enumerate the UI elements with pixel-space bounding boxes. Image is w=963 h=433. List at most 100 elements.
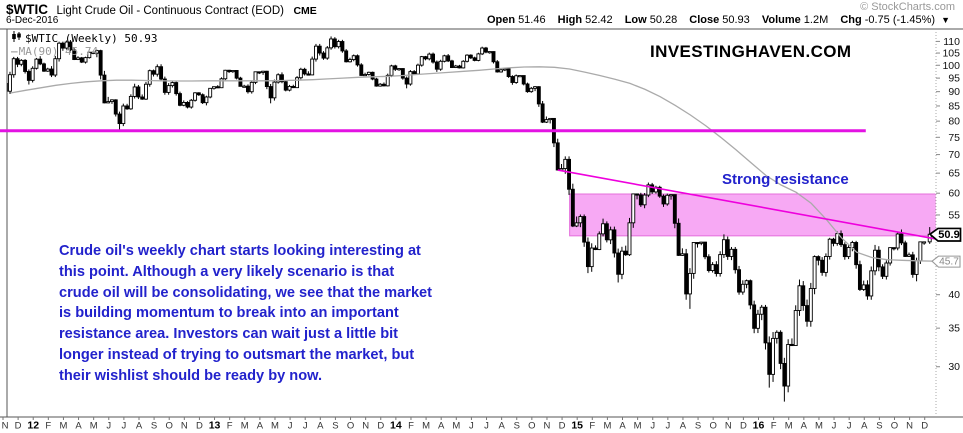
svg-text:M: M: [785, 421, 793, 432]
svg-text:A: A: [438, 421, 445, 432]
volume-label: Volume: [761, 14, 801, 26]
svg-text:F: F: [771, 421, 777, 432]
svg-text:15: 15: [571, 420, 583, 432]
svg-text:S: S: [876, 421, 882, 432]
svg-text:J: J: [303, 421, 308, 432]
svg-text:N: N: [544, 421, 551, 432]
svg-text:A: A: [136, 421, 143, 432]
svg-text:N: N: [362, 421, 369, 432]
svg-text:40: 40: [948, 289, 960, 301]
svg-text:J: J: [650, 421, 655, 432]
svg-text:35: 35: [948, 323, 960, 335]
exchange-label: CME: [293, 5, 317, 17]
svg-text:J: J: [665, 421, 670, 432]
svg-text:30: 30: [948, 361, 960, 373]
stockcharts-copyright: © StockCharts.com: [860, 1, 955, 13]
svg-text:100: 100: [942, 60, 960, 72]
low-value: 50.28: [649, 14, 678, 26]
svg-text:J: J: [288, 421, 293, 432]
svg-text:M: M: [90, 421, 98, 432]
chart-legend: $WTIC (Weekly) 50.93 — MA(90) 45.74: [11, 31, 157, 58]
svg-text:D: D: [740, 421, 747, 432]
svg-text:O: O: [166, 421, 173, 432]
instrument-title: Light Crude Oil - Continuous Contract (E…: [56, 5, 284, 17]
svg-text:M: M: [59, 421, 67, 432]
svg-text:14: 14: [390, 420, 402, 432]
paragraph-line: is building momentum to break into an im…: [59, 305, 399, 322]
svg-text:95: 95: [948, 73, 960, 85]
chg-dropdown-icon[interactable]: ▼: [941, 15, 950, 25]
svg-text:J: J: [832, 421, 837, 432]
legend-ma-row: — MA(90) 45.74: [11, 45, 157, 58]
high-label: High: [557, 14, 583, 26]
svg-text:F: F: [589, 421, 595, 432]
svg-text:A: A: [861, 421, 868, 432]
paragraph-line: this point. Although a very likely scena…: [59, 263, 395, 280]
svg-text:A: A: [257, 421, 264, 432]
volume-value: 1.2M: [803, 14, 829, 26]
svg-text:50.9: 50.9: [938, 229, 959, 241]
svg-text:A: A: [75, 421, 82, 432]
svg-text:D: D: [196, 421, 203, 432]
chg-value: -0.75 (-1.45%): [864, 14, 936, 26]
svg-text:M: M: [634, 421, 642, 432]
svg-text:S: S: [332, 421, 338, 432]
svg-text:A: A: [498, 421, 505, 432]
svg-text:O: O: [528, 421, 535, 432]
svg-text:55: 55: [948, 209, 960, 221]
svg-text:65: 65: [948, 168, 960, 180]
watermark-investinghaven: INVESTINGHAVEN.COM: [650, 42, 852, 61]
svg-text:M: M: [452, 421, 460, 432]
svg-text:16: 16: [753, 420, 765, 432]
svg-text:A: A: [317, 421, 324, 432]
svg-text:N: N: [2, 421, 9, 432]
svg-text:12: 12: [27, 420, 39, 432]
svg-text:O: O: [347, 421, 354, 432]
svg-text:J: J: [469, 421, 474, 432]
svg-text:45.7: 45.7: [939, 257, 959, 268]
svg-text:J: J: [106, 421, 111, 432]
svg-text:J: J: [484, 421, 489, 432]
svg-text:105: 105: [942, 48, 960, 60]
svg-text:F: F: [45, 421, 51, 432]
paragraph-line: Crude oil's weekly chart starts looking …: [59, 243, 421, 259]
quote-date: 6-Dec-2016: [6, 15, 59, 26]
chg-label: Chg: [840, 14, 862, 26]
svg-text:S: S: [514, 421, 520, 432]
ma-line-swatch: —: [11, 45, 18, 58]
symbol-label: $WTIC: [6, 2, 48, 17]
svg-text:M: M: [271, 421, 279, 432]
svg-text:M: M: [603, 421, 611, 432]
close-label: Close: [689, 14, 720, 26]
svg-text:13: 13: [209, 420, 221, 432]
svg-text:F: F: [408, 421, 414, 432]
svg-text:N: N: [725, 421, 732, 432]
chart-header: $WTIC Light Crude Oil - Continuous Contr…: [6, 1, 317, 19]
svg-text:85: 85: [948, 100, 960, 112]
paragraph-line: resistance area. Investors can wait just…: [59, 326, 399, 343]
paragraph-line: crude oil will be consolidating, we see …: [59, 284, 433, 301]
svg-text:75: 75: [948, 132, 960, 144]
svg-text:O: O: [891, 421, 898, 432]
strong-resistance-label: Strong resistance: [722, 171, 849, 188]
svg-text:A: A: [680, 421, 687, 432]
svg-text:J: J: [122, 421, 127, 432]
svg-text:M: M: [422, 421, 430, 432]
svg-text:O: O: [709, 421, 716, 432]
svg-text:D: D: [559, 421, 566, 432]
svg-text:S: S: [695, 421, 701, 432]
svg-text:N: N: [181, 421, 188, 432]
legend-symbol-value: $WTIC (Weekly) 50.93: [25, 31, 158, 45]
annotation-paragraph: Crude oil's weekly chart starts looking …: [59, 241, 432, 387]
svg-text:M: M: [241, 421, 249, 432]
legend-main-row: $WTIC (Weekly) 50.93: [11, 31, 157, 45]
svg-text:D: D: [921, 421, 928, 432]
svg-text:F: F: [227, 421, 233, 432]
paragraph-line: their wishlist should be ready by now.: [59, 367, 323, 384]
legend-ma-value: MA(90) 45.74: [18, 45, 99, 58]
svg-text:D: D: [15, 421, 22, 432]
paragraph-line: longer instead of trying to outsmart the…: [59, 346, 415, 363]
close-value: 50.93: [722, 14, 750, 26]
